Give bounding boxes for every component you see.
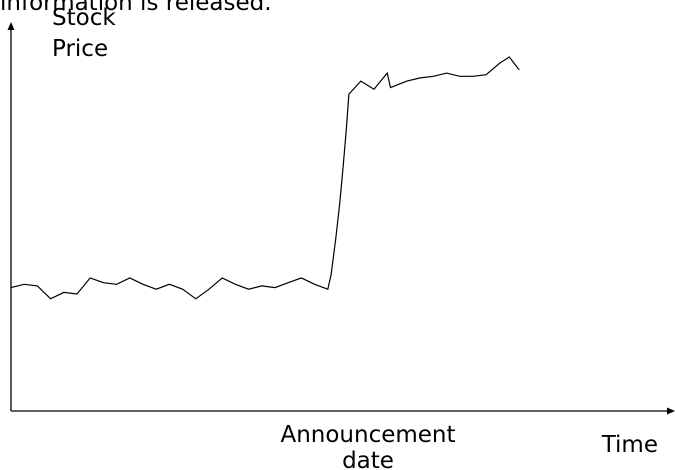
y-axis-label-line-2: Price [52,36,108,62]
announcement-label-line-1: Announcement [280,422,455,448]
x-axis-label: Time [601,432,658,458]
caption-fragment: information is released. [0,0,272,16]
y-axis-arrowhead [7,22,15,30]
stock-price-series-line [10,56,520,300]
y-axis-label-line-1: Stock [52,5,116,31]
announcement-label-line-2: date [342,448,394,470]
x-axis-arrowhead [667,407,675,415]
